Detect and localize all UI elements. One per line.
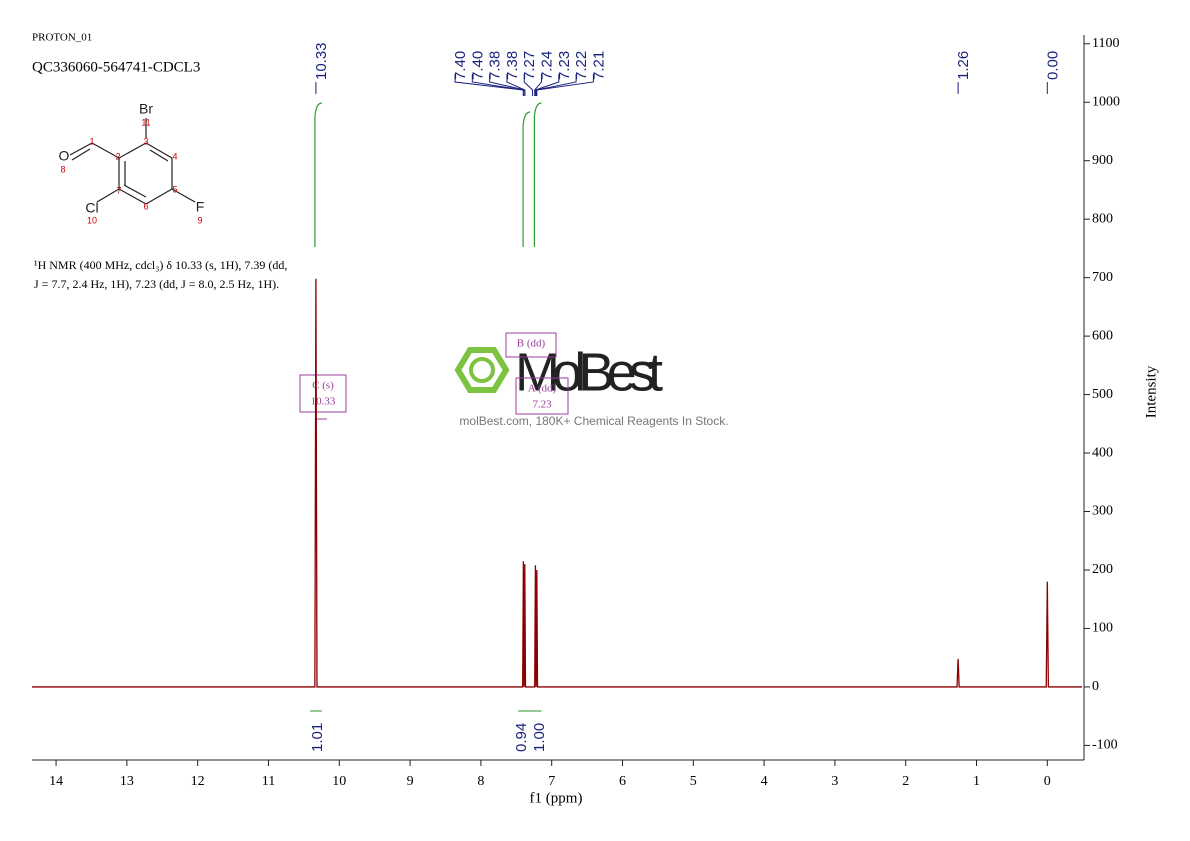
integral-label: 1.00 xyxy=(531,723,548,752)
atom-label: 8 xyxy=(60,164,65,174)
x-tick-label: 13 xyxy=(120,774,134,789)
peak-label: 10.33 xyxy=(313,42,330,80)
x-tick-label: 2 xyxy=(902,774,909,789)
x-tick-label: 7 xyxy=(548,774,555,789)
atom-label: 7 xyxy=(116,185,121,195)
y-tick-label: 600 xyxy=(1092,328,1113,343)
peak-label: 7.40 xyxy=(469,51,486,80)
multiplet-label: C (s) xyxy=(312,380,334,392)
description: ¹H NMR (400 MHz, cdcl₃) δ 10.33 (s, 1H),… xyxy=(34,258,287,272)
atom-label: 3 xyxy=(143,136,148,146)
peak-pointer xyxy=(534,74,542,96)
peak-pointer xyxy=(506,74,526,96)
atom-label: F xyxy=(196,199,205,215)
y-tick-label: 1000 xyxy=(1092,94,1120,109)
x-tick-label: 8 xyxy=(477,774,484,789)
y-tick-label: 100 xyxy=(1092,621,1113,636)
watermark: MolBest xyxy=(515,342,663,402)
atom-label: 5 xyxy=(172,184,177,194)
y-tick-label: 200 xyxy=(1092,562,1113,577)
y-tick-label: 1100 xyxy=(1092,36,1119,51)
peak-label: 1.26 xyxy=(955,51,972,80)
y-tick-label: 800 xyxy=(1092,211,1113,226)
spectrum-line xyxy=(32,278,1082,688)
multiplet-box xyxy=(505,332,557,358)
peak-pointer xyxy=(534,74,560,96)
integral-curve xyxy=(314,102,322,247)
multiplet-shift: 7.23 xyxy=(532,399,552,411)
y-tick-label: 500 xyxy=(1092,387,1113,402)
x-tick-label: 5 xyxy=(690,774,697,789)
peak-pointer xyxy=(535,74,577,96)
integral-label: 0.94 xyxy=(513,723,530,752)
peak-label: 7.21 xyxy=(590,51,607,80)
atom-label: Cl xyxy=(85,200,98,216)
y-tick-label: 0 xyxy=(1092,679,1099,694)
y-axis-label: Intensity xyxy=(1143,365,1159,418)
multiplet-label: B (dd) xyxy=(517,338,546,350)
multiplet-box xyxy=(515,377,569,415)
x-tick-label: 12 xyxy=(191,774,205,789)
multiplet-shift: 10.33 xyxy=(311,396,336,408)
integral-curve xyxy=(533,102,542,247)
logo xyxy=(454,347,510,393)
peak-label: 7.38 xyxy=(487,51,504,80)
x-tick-label: 14 xyxy=(49,774,63,789)
atom-label: 10 xyxy=(87,215,97,225)
peak-pointer xyxy=(523,74,534,96)
peak-label: 7.40 xyxy=(452,51,469,80)
multiplet-box xyxy=(299,374,347,413)
integral-curve xyxy=(522,111,531,247)
peak-label: 7.38 xyxy=(504,51,521,80)
x-tick-label: 1 xyxy=(973,774,980,789)
peak-label: 7.22 xyxy=(573,51,590,80)
atom-label: 4 xyxy=(172,151,177,161)
y-tick-label: -100 xyxy=(1092,738,1118,753)
x-tick-label: 6 xyxy=(619,774,626,789)
peak-pointer xyxy=(536,74,594,96)
x-tick-label: 4 xyxy=(761,774,768,789)
y-tick-label: 900 xyxy=(1092,153,1113,168)
chart-subtitle: QC336060-564741-CDCL3 xyxy=(32,59,200,75)
atom-label: 1 xyxy=(89,136,94,146)
chart-title: PROTON_01 xyxy=(32,32,92,44)
x-axis-label: f1 (ppm) xyxy=(530,790,583,806)
peak-label: 7.24 xyxy=(538,51,555,80)
x-tick-label: 9 xyxy=(407,774,414,789)
description: J = 7.7, 2.4 Hz, 1H), 7.23 (dd, J = 8.0,… xyxy=(34,277,279,291)
peak-pointer xyxy=(471,74,524,96)
x-tick-label: 0 xyxy=(1044,774,1051,789)
atom-label: 11 xyxy=(141,117,150,127)
x-tick-label: 3 xyxy=(831,774,838,789)
watermark-note: molBest.com, 180K+ Chemical Reagents In … xyxy=(459,414,728,428)
multiplet-label: A (dd) xyxy=(528,383,557,395)
x-tick-label: 11 xyxy=(262,774,275,789)
y-tick-label: 400 xyxy=(1092,445,1113,460)
atom-label: 9 xyxy=(197,215,202,225)
y-tick-label: 700 xyxy=(1092,270,1113,285)
peak-label: 7.27 xyxy=(521,51,538,80)
peak-label: 7.23 xyxy=(556,51,573,80)
atom-label: 6 xyxy=(143,201,148,211)
peak-label: 0.00 xyxy=(1044,51,1061,80)
y-tick-label: 300 xyxy=(1092,504,1113,519)
atom-label: Br xyxy=(139,101,153,117)
structure-bonds xyxy=(69,118,196,205)
integral-label: 1.01 xyxy=(309,723,326,752)
x-tick-label: 10 xyxy=(332,774,346,789)
atom-label: O xyxy=(59,148,70,164)
atom-label: 2 xyxy=(115,151,120,161)
